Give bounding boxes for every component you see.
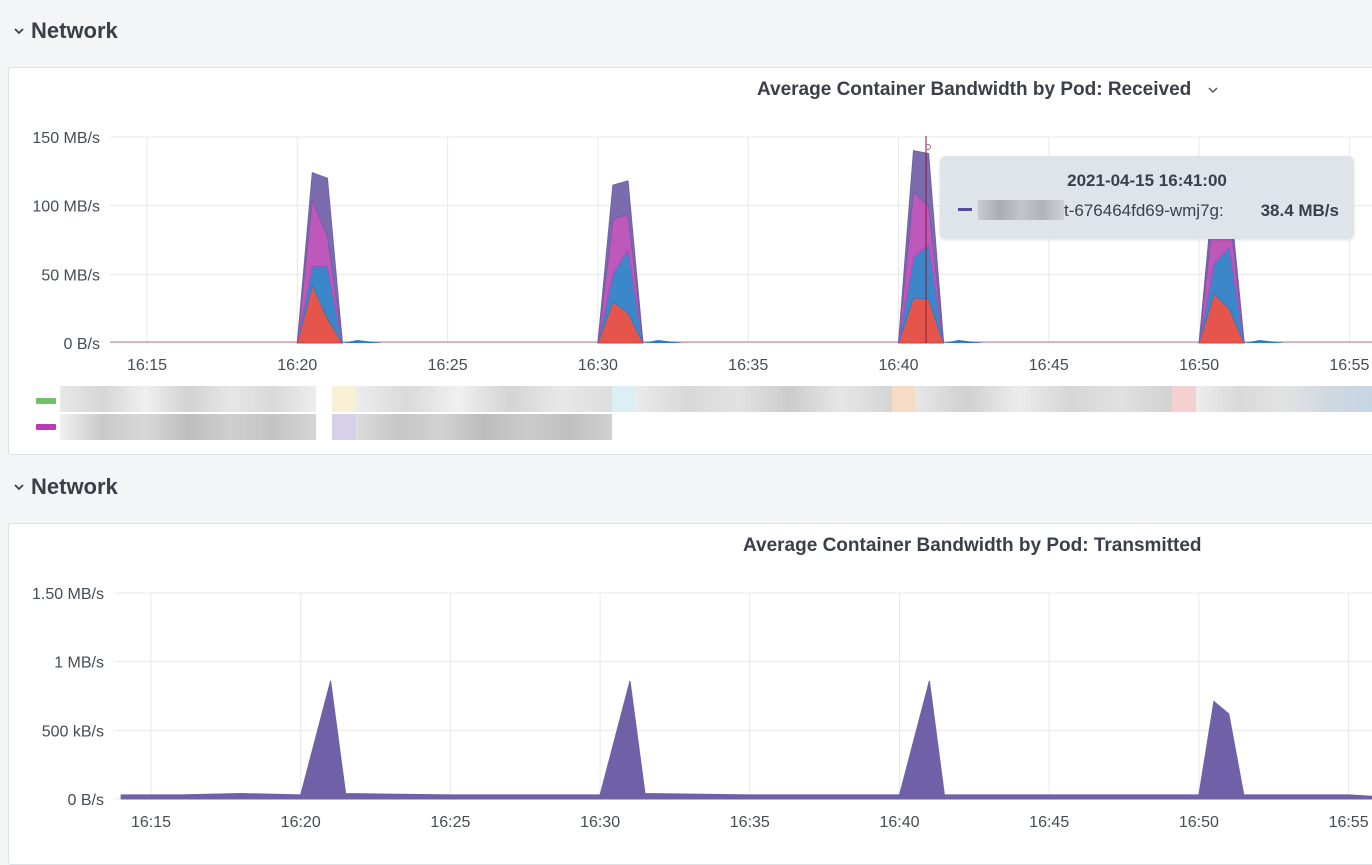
x-tick-label: 16:50: [1179, 357, 1219, 374]
x-tick-label: 16:35: [730, 814, 770, 831]
spike-2-tail: [642, 340, 683, 343]
chevron-down-icon[interactable]: [1207, 84, 1219, 96]
redacted-legend-text: [60, 386, 316, 412]
panel-title[interactable]: Average Container Bandwidth by Pod: Rece…: [757, 79, 1219, 101]
y-axis: 150 MB/s 100 MB/s 50 MB/s 0 B/s: [32, 130, 100, 353]
tooltip-series-value: 38.4 MB/s: [1260, 201, 1339, 220]
redacted-legend-text: [1172, 386, 1196, 412]
series-areas: [110, 150, 1372, 344]
row-title: Network: [31, 474, 118, 499]
tooltip-series-swatch: [958, 208, 972, 211]
tooltip-series-name: t-676464fd69-wmj7g:: [1064, 201, 1224, 220]
redacted-legend-text: [636, 386, 892, 412]
x-axis: 16:15 16:20 16:25 16:30 16:35 16:40 16:45 16:50…: [131, 814, 1369, 831]
y-tick-label: 0 B/s: [64, 336, 100, 353]
redacted-legend-text: [612, 386, 636, 412]
x-tick-label: 16:40: [878, 357, 918, 374]
series-areas: [120, 680, 1372, 800]
y-tick-label: 50 MB/s: [41, 267, 100, 284]
redacted-legend-text: [332, 414, 356, 440]
redacted-legend-text: [916, 386, 1172, 412]
panel-title[interactable]: Average Container Bandwidth by Pod: Tran…: [743, 535, 1202, 557]
x-tick-label: 16:55: [1329, 357, 1369, 374]
redacted-legend-text: [60, 414, 316, 440]
x-tick-label: 16:50: [1179, 814, 1219, 831]
legend-swatch[interactable]: [36, 424, 56, 430]
y-axis: 1.50 MB/s 1 MB/s 500 kB/s 0 B/s: [32, 586, 104, 809]
y-tick-label: 1.50 MB/s: [32, 586, 104, 603]
y-tick-label: 500 kB/s: [42, 723, 104, 740]
x-tick-label: 16:55: [1329, 814, 1369, 831]
x-tick-label: 16:25: [428, 357, 468, 374]
chevron-down-icon[interactable]: [12, 24, 26, 38]
legend: [0, 384, 1372, 454]
chevron-down-icon[interactable]: [12, 480, 26, 494]
tooltip-time: 2021-04-15 16:41:00: [1067, 171, 1227, 190]
row-header-network-1[interactable]: Network: [0, 11, 1372, 51]
x-tick-label: 16:15: [127, 357, 167, 374]
legend-swatch[interactable]: [36, 398, 56, 404]
x-tick-label: 16:20: [281, 814, 321, 831]
x-tick-label: 16:45: [1029, 814, 1069, 831]
spike-3-tail: [943, 340, 984, 343]
y-tick-label: 0 B/s: [68, 792, 104, 809]
transmitted-bandwidth-panel: Average Container Bandwidth by Pod: Tran…: [8, 523, 1372, 865]
grid: [114, 592, 1372, 800]
row-title: Network: [31, 18, 118, 43]
x-tick-label: 16:30: [580, 814, 620, 831]
redacted-text: [978, 200, 1064, 220]
redacted-legend-text: [332, 386, 356, 412]
panel-title-text: Average Container Bandwidth by Pod: Rece…: [757, 79, 1192, 100]
y-tick-label: 1 MB/s: [54, 655, 104, 672]
y-tick-label: 150 MB/s: [32, 130, 100, 147]
redacted-legend-text: [356, 414, 612, 440]
redacted-legend-text: [892, 386, 916, 412]
row-header-network-2[interactable]: Network: [0, 467, 1372, 507]
x-tick-label: 16:35: [728, 357, 768, 374]
x-tick-label: 16:15: [131, 814, 171, 831]
redacted-legend-text: [1196, 386, 1372, 412]
panel-title-text: Average Container Bandwidth by Pod: Tran…: [743, 535, 1202, 556]
x-tick-label: 16:25: [430, 814, 470, 831]
redacted-legend-text: [356, 386, 612, 412]
y-tick-label: 100 MB/s: [32, 199, 100, 216]
spike-1-tail: [342, 340, 383, 343]
hover-tooltip: 2021-04-15 16:41:00 t-676464fd69-wmj7g: …: [940, 156, 1354, 239]
x-tick-label: 16:20: [277, 357, 317, 374]
x-tick-label: 16:40: [879, 814, 919, 831]
transmitted-series-area: [120, 680, 1372, 800]
x-tick-label: 16:30: [578, 357, 618, 374]
x-tick-label: 16:45: [1029, 357, 1069, 374]
spike-4-tail: [1244, 340, 1285, 343]
x-axis: 16:15 16:20 16:25 16:30 16:35 16:40 16:45 16:50…: [127, 357, 1370, 374]
hover-point: [925, 144, 931, 150]
